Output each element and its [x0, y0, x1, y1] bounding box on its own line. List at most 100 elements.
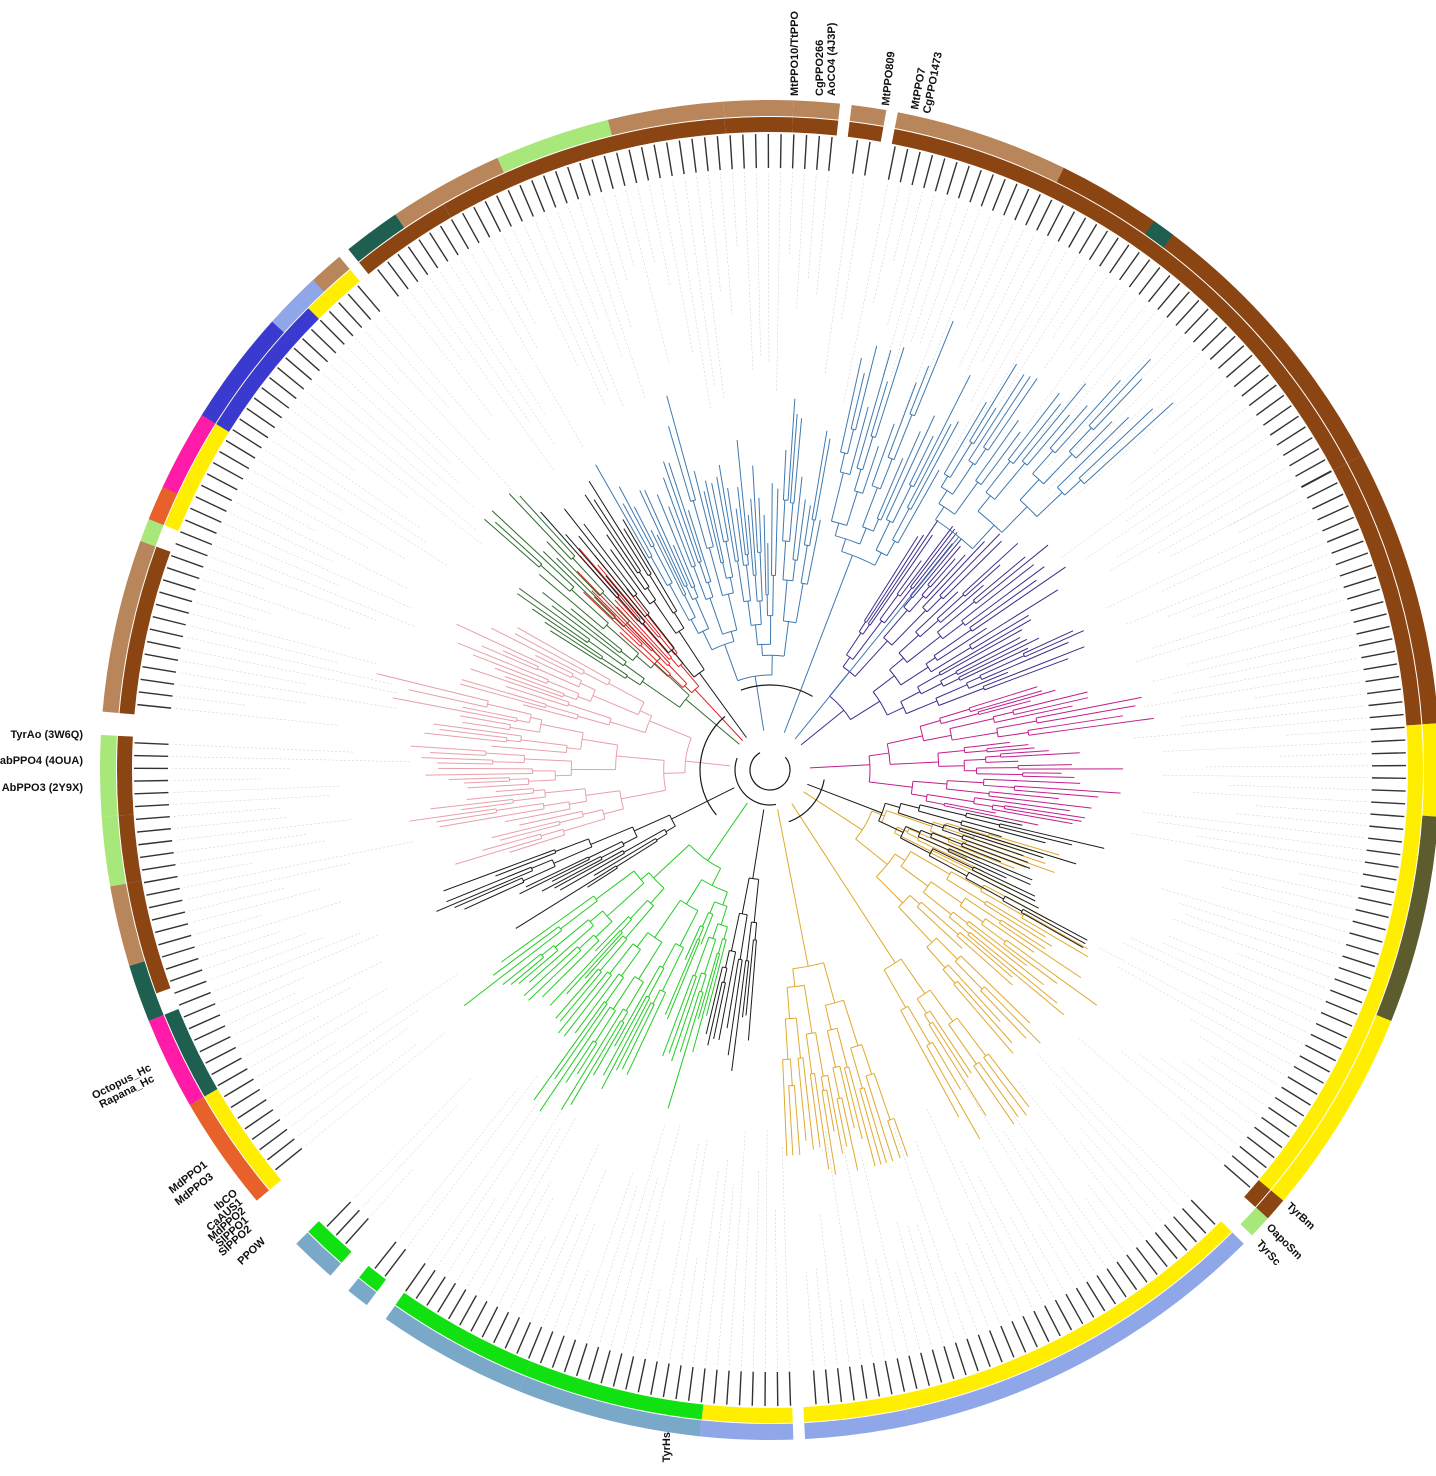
label-cgppo266: CgPPO266 [814, 40, 826, 96]
internal-arc [542, 803, 545, 809]
guide-line [590, 199, 632, 328]
internal-branch [987, 410, 1016, 451]
guide-line [966, 223, 1014, 328]
leaf-label-mark [384, 1248, 407, 1277]
guide-line [191, 888, 321, 923]
leaf-label-mark [357, 285, 381, 313]
internal-branch [671, 649, 695, 678]
leaf-label-mark [415, 1269, 436, 1299]
leaf-label-mark [1347, 588, 1381, 600]
internal-branch [912, 552, 942, 589]
leaf-label-mark [1135, 1247, 1158, 1275]
guide-line [1196, 835, 1361, 862]
leaf-label-mark [142, 665, 177, 673]
leaf-branch [549, 948, 604, 1006]
leaf-branch [1004, 960, 1058, 1004]
guide-line [911, 202, 958, 342]
leaf-branch [973, 540, 1002, 569]
internal-arc [919, 726, 925, 741]
leaf-branch [814, 430, 828, 504]
internal-branch [969, 623, 1004, 646]
internal-branch [973, 431, 982, 445]
internal-branch [647, 614, 675, 649]
leaf-label-mark [135, 803, 170, 808]
internal-branch [617, 596, 643, 625]
leaf-branch [1021, 933, 1046, 950]
leaf-label-mark [397, 253, 419, 283]
guide-line [1205, 765, 1368, 768]
internal-branch [985, 918, 1016, 940]
leaf-branch [605, 575, 629, 603]
leaf-label-mark [864, 141, 871, 176]
internal-branch [543, 801, 569, 807]
leaf-label-mark [1371, 789, 1406, 792]
leaf-label-mark [1268, 1106, 1298, 1128]
internal-arc [562, 693, 565, 698]
leaf-label-mark [531, 180, 546, 213]
leaf-label-mark [1181, 1207, 1207, 1234]
internal-branch [754, 922, 758, 941]
guide-line [239, 987, 351, 1046]
leaf-label-mark [1367, 688, 1401, 695]
leaf-branch [938, 541, 985, 590]
ring-inner-segment [701, 1404, 793, 1423]
leaf-branch [991, 866, 1031, 886]
leaf-branch [421, 757, 466, 760]
internal-arc [647, 932, 663, 943]
guide-line [1222, 887, 1349, 921]
internal-branch [936, 594, 964, 620]
leaf-branch [597, 564, 644, 620]
leaf-label-mark [612, 1353, 623, 1387]
guide-line [816, 174, 829, 294]
internal-branch [712, 953, 718, 969]
guide-line [920, 205, 969, 343]
leaf-branch [704, 480, 718, 534]
internal-branch [929, 989, 954, 1022]
leaf-label-mark [374, 1241, 397, 1269]
internal-branch [898, 906, 933, 943]
leaf-label-mark [650, 1361, 658, 1395]
internal-branch [910, 570, 924, 588]
internal-arc [628, 916, 632, 920]
guide-line [1168, 935, 1323, 1001]
leaf-label-mark [539, 1331, 554, 1364]
internal-branch [983, 433, 993, 448]
leaf-branch [464, 891, 504, 910]
internal-branch [782, 475, 786, 501]
leaf-branch [718, 994, 728, 1041]
leaf-label-mark [729, 135, 733, 170]
leaf-label-mark [563, 1339, 577, 1373]
leaf-label-mark [193, 1025, 226, 1041]
internal-branch [739, 914, 748, 960]
ring-outer-segment [395, 157, 504, 228]
guide-line [252, 470, 405, 559]
internal-arc [693, 669, 705, 678]
internal-branch [540, 723, 584, 734]
internal-branch [900, 666, 929, 686]
leaf-label-mark [946, 161, 958, 195]
internal-branch [1001, 919, 1023, 935]
guide-line [1106, 320, 1165, 387]
internal-arc [616, 595, 620, 599]
internal-arc [672, 610, 677, 614]
internal-branch [589, 1003, 608, 1029]
guide-line [741, 1208, 750, 1368]
internal-branch [544, 698, 569, 707]
leaf-branch [1015, 1089, 1030, 1108]
leaf-branch [502, 650, 523, 660]
internal-branch [947, 780, 984, 784]
guide-line [1027, 290, 1128, 424]
internal-arc [723, 540, 729, 543]
leaf-branch [1018, 780, 1081, 784]
leaf-label-mark [1370, 813, 1405, 818]
leaf-branch [593, 596, 628, 630]
leaf-branch [1037, 791, 1099, 798]
internal-branch [690, 619, 699, 634]
leaf-branch [433, 723, 486, 732]
guide-line [992, 263, 1088, 415]
internal-arc [688, 844, 721, 869]
internal-branch [686, 488, 692, 502]
internal-branch [968, 921, 992, 939]
internal-branch [843, 1000, 859, 1046]
guide-line [1152, 634, 1353, 682]
